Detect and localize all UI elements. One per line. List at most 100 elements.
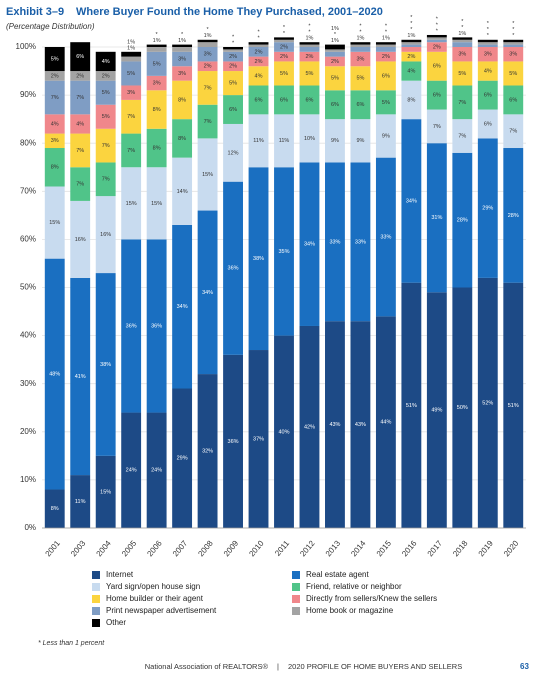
bar-segment: [325, 162, 345, 322]
value-label: 24%: [126, 468, 137, 474]
value-label: 5%: [331, 76, 339, 82]
x-tick-label: 2008: [196, 538, 215, 558]
bar-segment: [70, 80, 91, 115]
bar-segment: [426, 143, 447, 293]
bar-segment: [401, 51, 422, 62]
value-label: *: [436, 16, 439, 22]
bar-segment: [95, 128, 116, 163]
bar-segment: [350, 162, 371, 322]
y-tick-label: 20%: [20, 427, 36, 436]
bar-segment: [452, 37, 473, 40]
bar-segment: [248, 42, 269, 45]
x-tick-label: 2001: [44, 538, 63, 558]
value-label: *: [385, 24, 388, 30]
value-label: 38%: [100, 362, 111, 368]
bar-segment: [426, 37, 447, 40]
value-label: *: [359, 24, 362, 30]
bar-segment: [274, 335, 294, 528]
x-tick-label: 2003: [69, 538, 88, 558]
bar-segment: [274, 51, 294, 62]
bar-segment: [503, 47, 524, 62]
bar-segment: [248, 66, 269, 86]
bar-segment: [375, 90, 396, 115]
bar-segment: [299, 42, 320, 45]
bar-segment: [477, 109, 498, 139]
bar-segment: [325, 51, 345, 57]
value-label: *: [257, 30, 260, 36]
value-label: *: [359, 30, 362, 36]
value-label: 1%: [305, 36, 313, 42]
bar-segment: [452, 85, 473, 120]
bar-segment: [172, 224, 193, 389]
bar-segment: [70, 200, 91, 278]
value-label: 3%: [484, 52, 492, 58]
value-label: 36%: [126, 323, 137, 329]
value-label: *: [410, 21, 413, 27]
value-label: 4%: [407, 69, 415, 75]
bar-segment: [197, 39, 218, 43]
value-label: 7%: [458, 133, 466, 139]
y-tick-label: 40%: [20, 331, 36, 340]
value-label: 8%: [153, 145, 161, 151]
bar-segment: [426, 39, 447, 43]
y-tick-label: 50%: [20, 283, 36, 292]
value-label: 7%: [102, 177, 110, 183]
value-label: 9%: [356, 138, 364, 144]
bar-segment: [477, 42, 498, 45]
legend-label: Other: [106, 618, 126, 627]
value-label: 5%: [102, 90, 110, 96]
bar-segment: [350, 66, 371, 91]
bar-segment: [503, 39, 524, 43]
value-label: *: [487, 33, 490, 39]
bar-segment: [121, 61, 142, 86]
value-label: *: [461, 25, 464, 31]
value-label: 3%: [204, 52, 212, 58]
value-label: *: [512, 33, 515, 39]
bar-segment: [95, 51, 116, 72]
value-label: 7%: [509, 129, 517, 135]
bar-segment: [299, 325, 320, 528]
bar-segment: [503, 282, 524, 528]
value-label: 43%: [355, 422, 366, 428]
bar-segment: [95, 104, 116, 129]
y-tick-label: 10%: [20, 475, 36, 484]
bar-segment: [95, 455, 116, 528]
value-label: 1%: [382, 36, 390, 42]
bar-segment: [248, 56, 269, 67]
value-label: 7%: [433, 124, 441, 130]
bar-segment: [477, 138, 498, 278]
bar-segment: [477, 47, 498, 62]
x-tick-label: 2012: [298, 538, 317, 558]
y-tick-label: 70%: [20, 186, 36, 195]
bar-segment: [223, 354, 243, 528]
bar-segment: [248, 47, 269, 57]
value-label: 3%: [356, 56, 364, 62]
legend-swatch: [92, 595, 100, 603]
value-label: 6%: [433, 93, 441, 99]
x-tick-label: 2019: [477, 538, 496, 558]
value-label: 2%: [204, 64, 212, 70]
value-label: 24%: [151, 468, 162, 474]
bar-segment: [223, 61, 243, 72]
bar-segment: [172, 66, 193, 81]
value-label: *: [487, 21, 490, 27]
bar-segment: [401, 80, 422, 120]
value-label: 2%: [229, 54, 237, 60]
y-tick-label: 90%: [20, 90, 36, 99]
value-label: 1%: [331, 26, 339, 32]
value-label: 6%: [484, 93, 492, 99]
x-tick-label: 2010: [247, 538, 266, 558]
value-label: 6%: [509, 97, 517, 103]
value-label: 28%: [457, 218, 468, 224]
value-label: 3%: [127, 90, 135, 96]
value-label: *: [512, 21, 515, 27]
bar-segment: [426, 42, 447, 52]
bar-segment: [325, 49, 345, 52]
value-label: 8%: [178, 97, 186, 103]
value-label: 2%: [407, 54, 415, 60]
bar-segment: [503, 148, 524, 283]
bar-segment: [350, 44, 371, 47]
value-label: 2%: [280, 54, 288, 60]
bar-segment: [223, 71, 243, 96]
bar-segment: [70, 42, 91, 72]
